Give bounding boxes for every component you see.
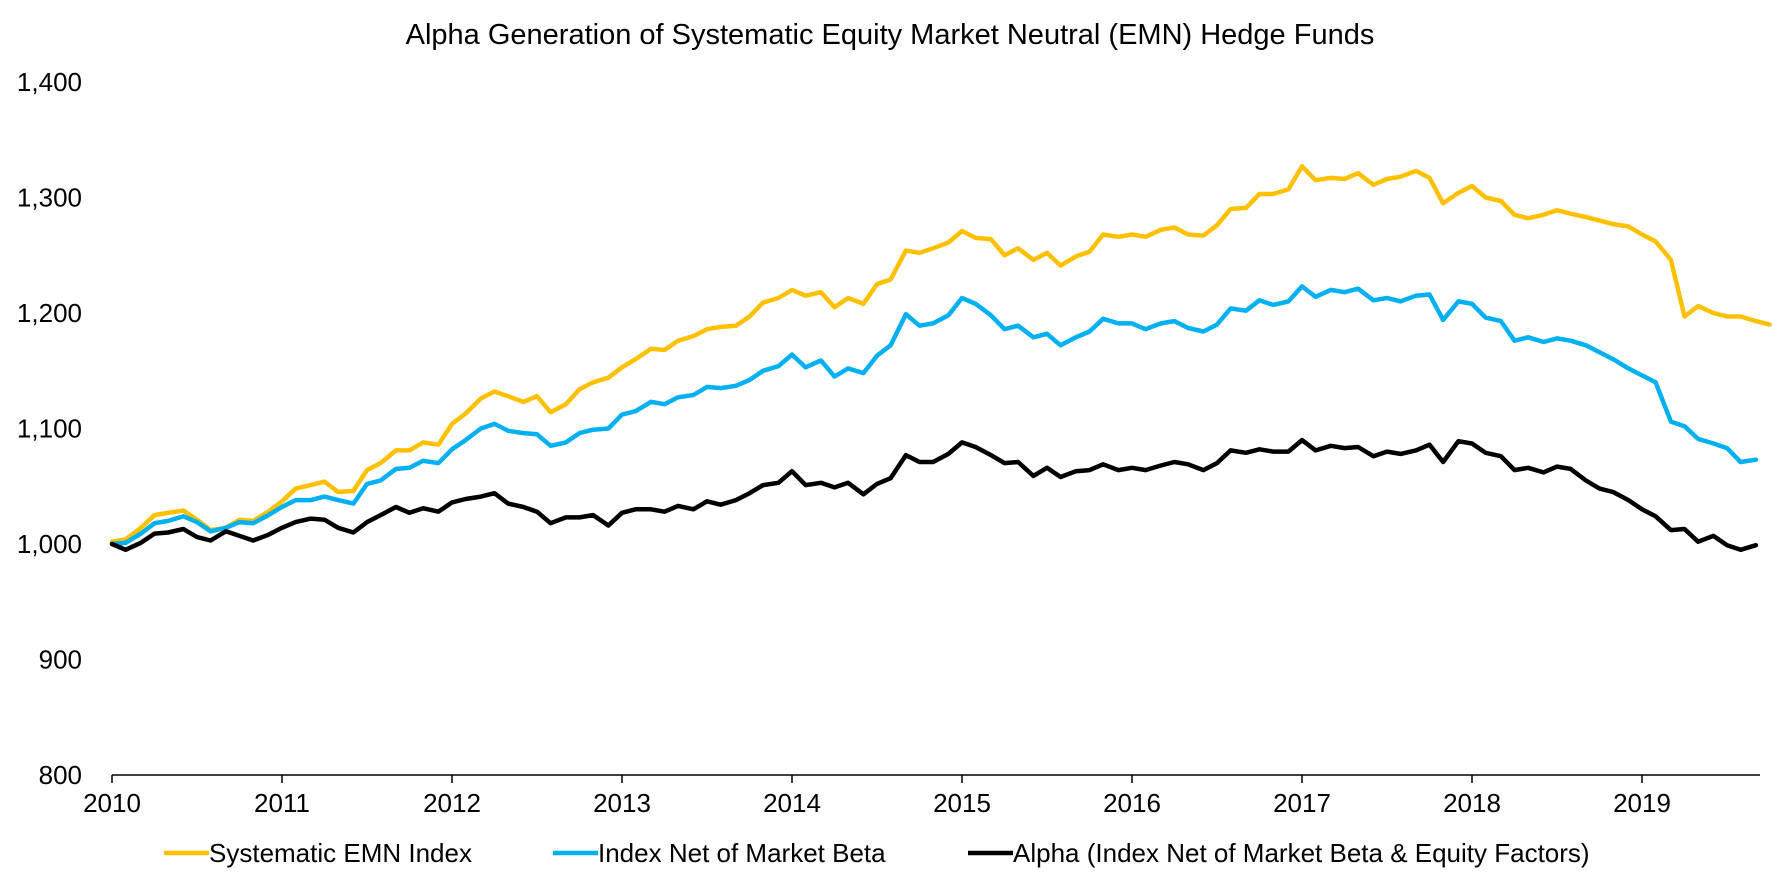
- y-tick-label: 1,100: [17, 414, 82, 444]
- x-tick-label: 2015: [933, 788, 991, 818]
- legend-label: Index Net of Market Beta: [598, 838, 886, 868]
- x-axis-ticks: 2010 2011 2012 2013 2014 2015 2016 2017 2018 2019: [83, 775, 1671, 818]
- x-tick-label: 2011: [254, 788, 310, 818]
- series-lines: [109, 164, 1772, 553]
- x-tick-label: 2019: [1613, 788, 1671, 818]
- x-tick-label: 2012: [423, 788, 481, 818]
- legend-label: Alpha (Index Net of Market Beta & Equity…: [1013, 838, 1590, 868]
- chart-title: Alpha Generation of Systematic Equity Ma…: [406, 19, 1375, 51]
- y-tick-label: 1,000: [17, 529, 82, 559]
- x-tick-label: 2016: [1103, 788, 1161, 818]
- y-tick-label: 1,400: [17, 67, 82, 97]
- series-line-1: [109, 164, 1772, 544]
- series-line-3: [109, 437, 1759, 553]
- x-tick-label: 2017: [1273, 788, 1331, 818]
- y-tick-label: 1,200: [17, 298, 82, 328]
- legend: Systematic EMN Index Index Net of Market …: [164, 838, 1590, 868]
- legend-label: Systematic EMN Index: [209, 838, 472, 868]
- y-tick-label: 1,300: [17, 183, 82, 213]
- y-axis-ticks: 800 900 1,000 1,100 1,200 1,300 1,400: [17, 67, 82, 790]
- series-line-2: [109, 284, 1759, 547]
- x-tick-label: 2018: [1443, 788, 1501, 818]
- x-tick-label: 2014: [763, 788, 821, 818]
- x-tick-label: 2010: [83, 788, 141, 818]
- y-tick-label: 800: [39, 760, 82, 790]
- x-tick-label: 2013: [593, 788, 651, 818]
- y-tick-label: 900: [39, 645, 82, 675]
